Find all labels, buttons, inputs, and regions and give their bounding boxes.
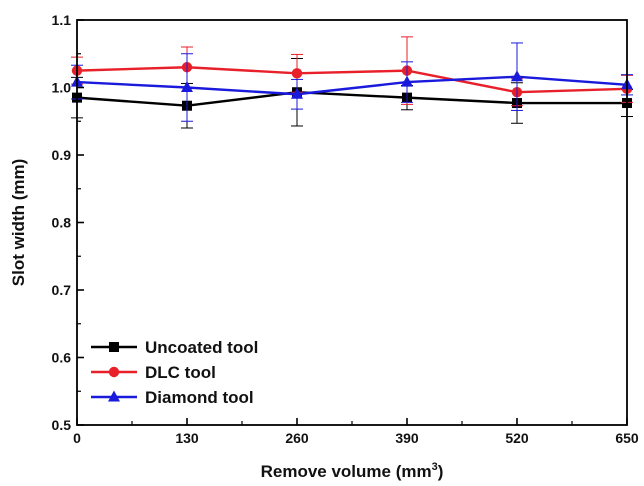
series-triangle: [71, 42, 633, 122]
x-tick-label: 650: [615, 430, 639, 446]
x-axis-title-close: ): [438, 462, 444, 481]
tick-labels: 0 130 260 390 520 650 0.5 0.6 0.7 0.8 0.9 1.0 1.1: [52, 12, 639, 446]
x-axis-title-main: Remove volume (mm: [261, 462, 432, 481]
legend-label: Diamond tool: [145, 388, 254, 407]
plot-marks: [71, 36, 633, 129]
x-tick-label: 520: [505, 430, 529, 446]
y-tick-label: 0.6: [52, 350, 72, 366]
series-line: [76, 75, 628, 96]
x-tick-label: 130: [175, 430, 199, 446]
data-point: [181, 81, 193, 92]
y-tick-label: 0.9: [52, 147, 72, 163]
data-point: [401, 75, 413, 87]
y-tick-label: 0.5: [52, 417, 72, 433]
data-point: [511, 70, 523, 82]
y-axis-title: Slot width (mm): [9, 159, 28, 286]
legend-marker: [108, 366, 120, 378]
series-line: [76, 91, 627, 107]
x-axis-title-sup: 3: [432, 461, 438, 473]
y-tick-label: 0.7: [52, 282, 72, 298]
legend-label: DLC tool: [145, 363, 216, 382]
legend-marker: [108, 390, 120, 402]
x-tick-label: 260: [285, 430, 309, 446]
plot-frame: [76, 19, 628, 426]
x-axis-title: Remove volume (mm3): [261, 461, 444, 481]
legend: Uncoated tool DLC tool Diamond tool: [91, 338, 258, 407]
data-point: [291, 68, 303, 79]
x-tick-label: 390: [395, 430, 419, 446]
legend-marker: [109, 342, 119, 352]
series-line: [76, 66, 628, 94]
data-point: [291, 87, 303, 99]
y-tick-label: 1.0: [52, 80, 72, 96]
y-tick-label: 0.8: [52, 215, 72, 231]
x-tick-label: 0: [73, 430, 81, 446]
legend-label: Uncoated tool: [145, 338, 258, 357]
y-tick-label: 1.1: [52, 12, 72, 28]
